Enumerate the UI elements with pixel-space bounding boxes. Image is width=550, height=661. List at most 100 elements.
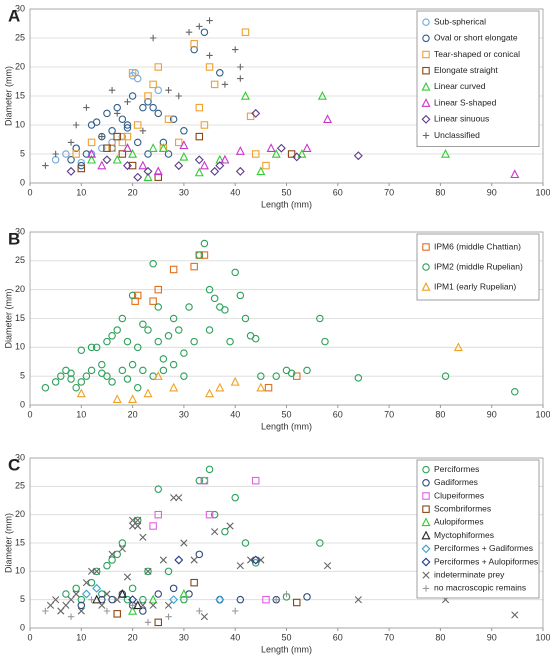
legend-marker (422, 479, 430, 487)
x-tick-label: 20 (128, 187, 138, 197)
data-point (72, 121, 80, 129)
legend-label: Aulopiformes (434, 517, 484, 527)
data-point (98, 133, 106, 140)
panel-label: A (8, 6, 20, 25)
data-point (153, 371, 163, 380)
x-tick-label: 90 (487, 187, 497, 197)
data-point (231, 268, 239, 277)
data-point (77, 158, 86, 167)
data-point (190, 45, 198, 54)
data-point (159, 556, 167, 564)
data-point (205, 326, 214, 334)
data-point (123, 573, 132, 581)
y-tick-label: 10 (15, 566, 25, 576)
data-point (158, 143, 168, 152)
data-point (165, 87, 172, 94)
legend-marker (422, 505, 430, 513)
data-point (510, 169, 520, 179)
data-point (103, 590, 111, 598)
data-point (143, 388, 153, 398)
legend-label: Gadiformes (434, 477, 478, 487)
x-tick-label: 60 (333, 187, 343, 197)
data-point (221, 306, 229, 314)
data-point (143, 166, 153, 176)
y-tick-label: 5 (20, 148, 25, 158)
data-point (154, 63, 163, 71)
data-point (251, 555, 261, 565)
data-point (194, 155, 204, 165)
data-point (128, 69, 137, 77)
data-point (169, 360, 178, 369)
data-point (108, 595, 116, 604)
data-point (67, 375, 75, 383)
data-point (102, 155, 112, 165)
data-point (297, 148, 307, 158)
data-point (149, 259, 157, 268)
data-point (251, 334, 260, 343)
data-point (149, 80, 157, 89)
y-tick-label: 10 (15, 342, 25, 352)
data-point (154, 109, 163, 118)
data-point (303, 593, 311, 601)
data-point (51, 378, 60, 386)
data-point (133, 172, 143, 182)
data-point (67, 613, 75, 620)
data-point (200, 121, 209, 129)
data-point (205, 63, 214, 71)
x-tick-label: 0 (27, 409, 32, 419)
data-point (77, 378, 86, 386)
data-point (87, 154, 97, 164)
data-point (77, 164, 86, 173)
data-point (237, 63, 244, 71)
data-point (51, 156, 60, 164)
data-point (123, 337, 132, 346)
data-point (133, 121, 142, 129)
data-point (190, 262, 198, 271)
data-point (123, 121, 132, 129)
x-tick-label: 100 (535, 187, 550, 197)
data-point (441, 148, 451, 158)
data-point (77, 601, 86, 610)
data-point (149, 601, 157, 609)
data-point (52, 150, 59, 158)
data-point (139, 601, 147, 609)
x-axis-label: Length (mm) (261, 199, 312, 209)
data-point (128, 291, 137, 300)
data-point (77, 346, 86, 354)
data-point (164, 332, 173, 340)
data-point (257, 556, 265, 564)
legend-marker (421, 81, 431, 91)
data-point (195, 251, 204, 259)
data-point (149, 34, 157, 42)
data-point (211, 528, 219, 536)
data-point (179, 588, 189, 598)
data-point (128, 92, 137, 100)
data-point (72, 150, 80, 158)
x-tick-label: 80 (435, 187, 445, 197)
legend-label: Oval or short elongate (434, 33, 518, 43)
legend-label: Perciformes + Aulopiformes (434, 556, 538, 566)
data-point (133, 343, 142, 352)
legend-marker (421, 98, 431, 107)
data-point (215, 161, 225, 171)
y-tick-label: 5 (20, 594, 25, 604)
data-point (103, 337, 111, 346)
data-point (195, 550, 204, 559)
y-tick-label: 20 (15, 509, 25, 519)
data-point (82, 579, 91, 587)
data-point (128, 394, 138, 403)
data-point (199, 160, 209, 170)
data-point (129, 516, 137, 524)
data-point (113, 103, 121, 112)
legend-marker (421, 114, 431, 124)
data-point (169, 265, 178, 274)
data-point (230, 376, 240, 386)
data-point (154, 485, 163, 493)
data-point (354, 596, 362, 604)
data-point (82, 372, 91, 380)
data-point (81, 589, 91, 599)
data-point (247, 556, 255, 564)
data-point (108, 550, 116, 558)
data-point (215, 154, 225, 164)
